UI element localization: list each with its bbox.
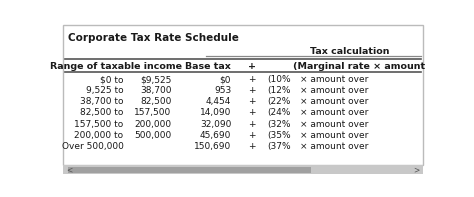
Text: 500,000: 500,000 [134,131,171,140]
Text: 9,525 to: 9,525 to [86,86,124,95]
Text: +: + [248,97,256,106]
Text: $0 to: $0 to [100,75,124,84]
Text: × amount over: × amount over [300,109,368,117]
Text: >: > [414,165,420,174]
Text: Range of taxable income: Range of taxable income [50,62,182,71]
Text: $9,525: $9,525 [140,75,171,84]
Text: × amount over: × amount over [300,131,368,140]
Text: 14,090: 14,090 [200,109,231,117]
Text: +: + [248,142,256,151]
Bar [68,167,311,173]
Text: $0: $0 [219,75,231,84]
Text: +: + [248,62,256,71]
Text: (35%: (35% [267,131,291,140]
Text: 45,690: 45,690 [200,131,231,140]
Text: (10%: (10% [267,75,291,84]
Text: +: + [248,75,256,84]
Text: +: + [248,86,256,95]
Text: Over 500,000: Over 500,000 [62,142,124,151]
Text: (32%: (32% [267,120,290,129]
Text: Base tax: Base tax [185,62,231,71]
Text: (24%: (24% [267,109,290,117]
Text: 32,090: 32,090 [200,120,231,129]
Text: × amount over: × amount over [300,120,368,129]
Text: +: + [248,120,256,129]
Text: 82,500: 82,500 [140,97,171,106]
Text: (Marginal rate × amount: (Marginal rate × amount [292,62,425,71]
Text: Tax calculation: Tax calculation [310,47,389,56]
Text: 150,690: 150,690 [194,142,231,151]
FancyBboxPatch shape [63,25,423,165]
Text: (22%: (22% [267,97,290,106]
Text: 953: 953 [214,86,231,95]
Text: 157,500: 157,500 [134,109,171,117]
Text: 200,000: 200,000 [134,120,171,129]
Text: +: + [248,109,256,117]
Text: 82,500 to: 82,500 to [80,109,124,117]
Bar [63,165,423,174]
Text: +: + [248,131,256,140]
Text: 4,454: 4,454 [206,97,231,106]
Text: × amount over: × amount over [300,86,368,95]
Text: × amount over: × amount over [300,142,368,151]
Text: × amount over: × amount over [300,97,368,106]
Text: (12%: (12% [267,86,290,95]
Text: 38,700 to: 38,700 to [80,97,124,106]
Text: × amount over: × amount over [300,75,368,84]
Text: <: < [66,165,72,174]
Text: (37%: (37% [267,142,291,151]
Text: 38,700: 38,700 [140,86,171,95]
Text: 200,000 to: 200,000 to [74,131,124,140]
Text: 157,500 to: 157,500 to [74,120,124,129]
Text: Corporate Tax Rate Schedule: Corporate Tax Rate Schedule [68,33,239,44]
